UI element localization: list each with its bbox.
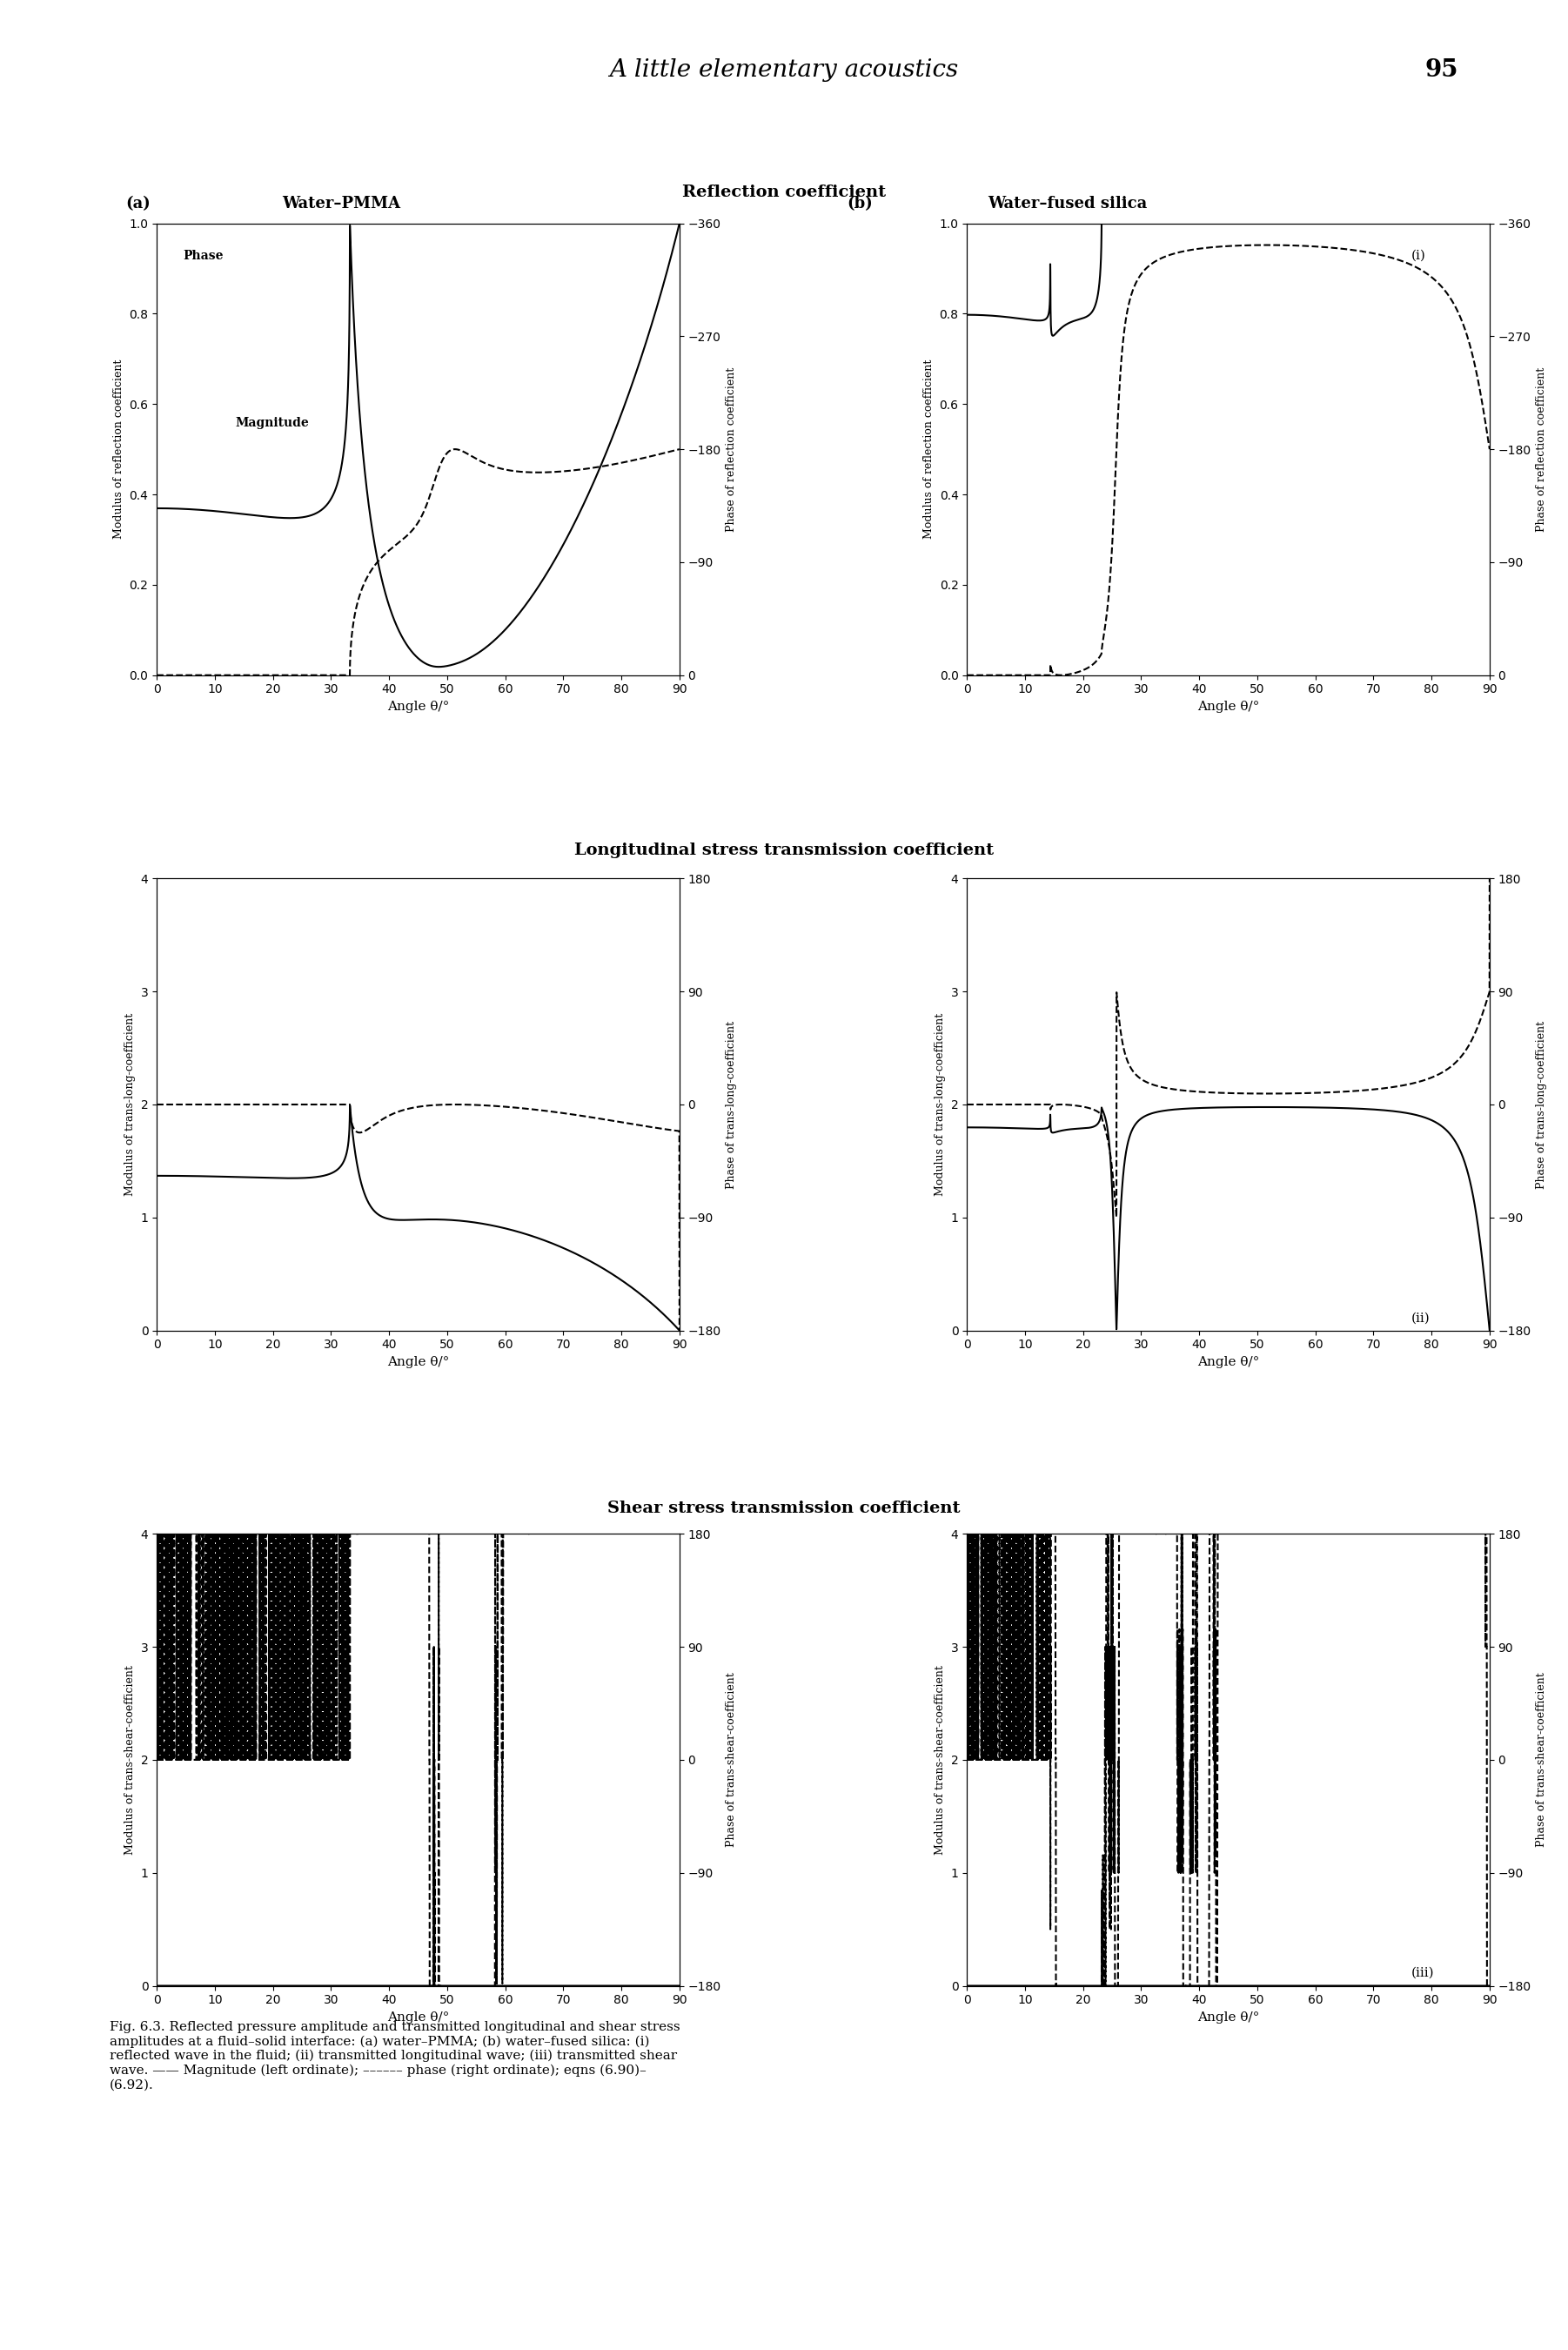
Y-axis label: Modulus of trans-long-coefficient: Modulus of trans-long-coefficient — [935, 1013, 946, 1196]
Y-axis label: Modulus of trans-long-coefficient: Modulus of trans-long-coefficient — [124, 1013, 136, 1196]
Text: (i): (i) — [1411, 249, 1425, 261]
X-axis label: Angle θ/°: Angle θ/° — [387, 700, 448, 712]
Text: (iii): (iii) — [1411, 1967, 1435, 1979]
Y-axis label: Phase of trans-long-coefficient: Phase of trans-long-coefficient — [726, 1020, 737, 1189]
Text: Reflection coefficient: Reflection coefficient — [682, 183, 886, 200]
Y-axis label: Modulus of reflection coefficient: Modulus of reflection coefficient — [113, 360, 124, 538]
Y-axis label: Phase of reflection coefficient: Phase of reflection coefficient — [726, 367, 737, 531]
Text: Magnitude: Magnitude — [235, 416, 309, 430]
Y-axis label: Modulus of trans-shear-coefficient: Modulus of trans-shear-coefficient — [124, 1664, 136, 1854]
Text: Longitudinal stress transmission coefficient: Longitudinal stress transmission coeffic… — [574, 841, 994, 858]
X-axis label: Angle θ/°: Angle θ/° — [1198, 2012, 1259, 2023]
Y-axis label: Phase of trans-long-coefficient: Phase of trans-long-coefficient — [1537, 1020, 1548, 1189]
X-axis label: Angle θ/°: Angle θ/° — [1198, 700, 1259, 712]
Text: (b): (b) — [847, 195, 873, 212]
Text: (ii): (ii) — [1411, 1311, 1430, 1323]
Text: A little elementary acoustics: A little elementary acoustics — [610, 59, 958, 82]
X-axis label: Angle θ/°: Angle θ/° — [1198, 1356, 1259, 1368]
Y-axis label: Phase of reflection coefficient: Phase of reflection coefficient — [1537, 367, 1548, 531]
Text: (a): (a) — [125, 195, 151, 212]
Text: Phase: Phase — [183, 249, 223, 261]
Text: Water–PMMA: Water–PMMA — [282, 195, 401, 212]
Text: Fig. 6.3. Reflected pressure amplitude and transmitted longitudinal and shear st: Fig. 6.3. Reflected pressure amplitude a… — [110, 2021, 681, 2092]
Text: Shear stress transmission coefficient: Shear stress transmission coefficient — [607, 1499, 961, 1516]
X-axis label: Angle θ/°: Angle θ/° — [387, 1356, 448, 1368]
Text: 95: 95 — [1425, 59, 1458, 82]
Y-axis label: Phase of trans-shear-coefficient: Phase of trans-shear-coefficient — [1537, 1673, 1548, 1847]
Y-axis label: Phase of trans-shear-coefficient: Phase of trans-shear-coefficient — [726, 1673, 737, 1847]
X-axis label: Angle θ/°: Angle θ/° — [387, 2012, 448, 2023]
Text: Water–fused silica: Water–fused silica — [988, 195, 1148, 212]
Y-axis label: Modulus of trans-shear-coefficient: Modulus of trans-shear-coefficient — [935, 1664, 946, 1854]
Y-axis label: Modulus of reflection coefficient: Modulus of reflection coefficient — [924, 360, 935, 538]
